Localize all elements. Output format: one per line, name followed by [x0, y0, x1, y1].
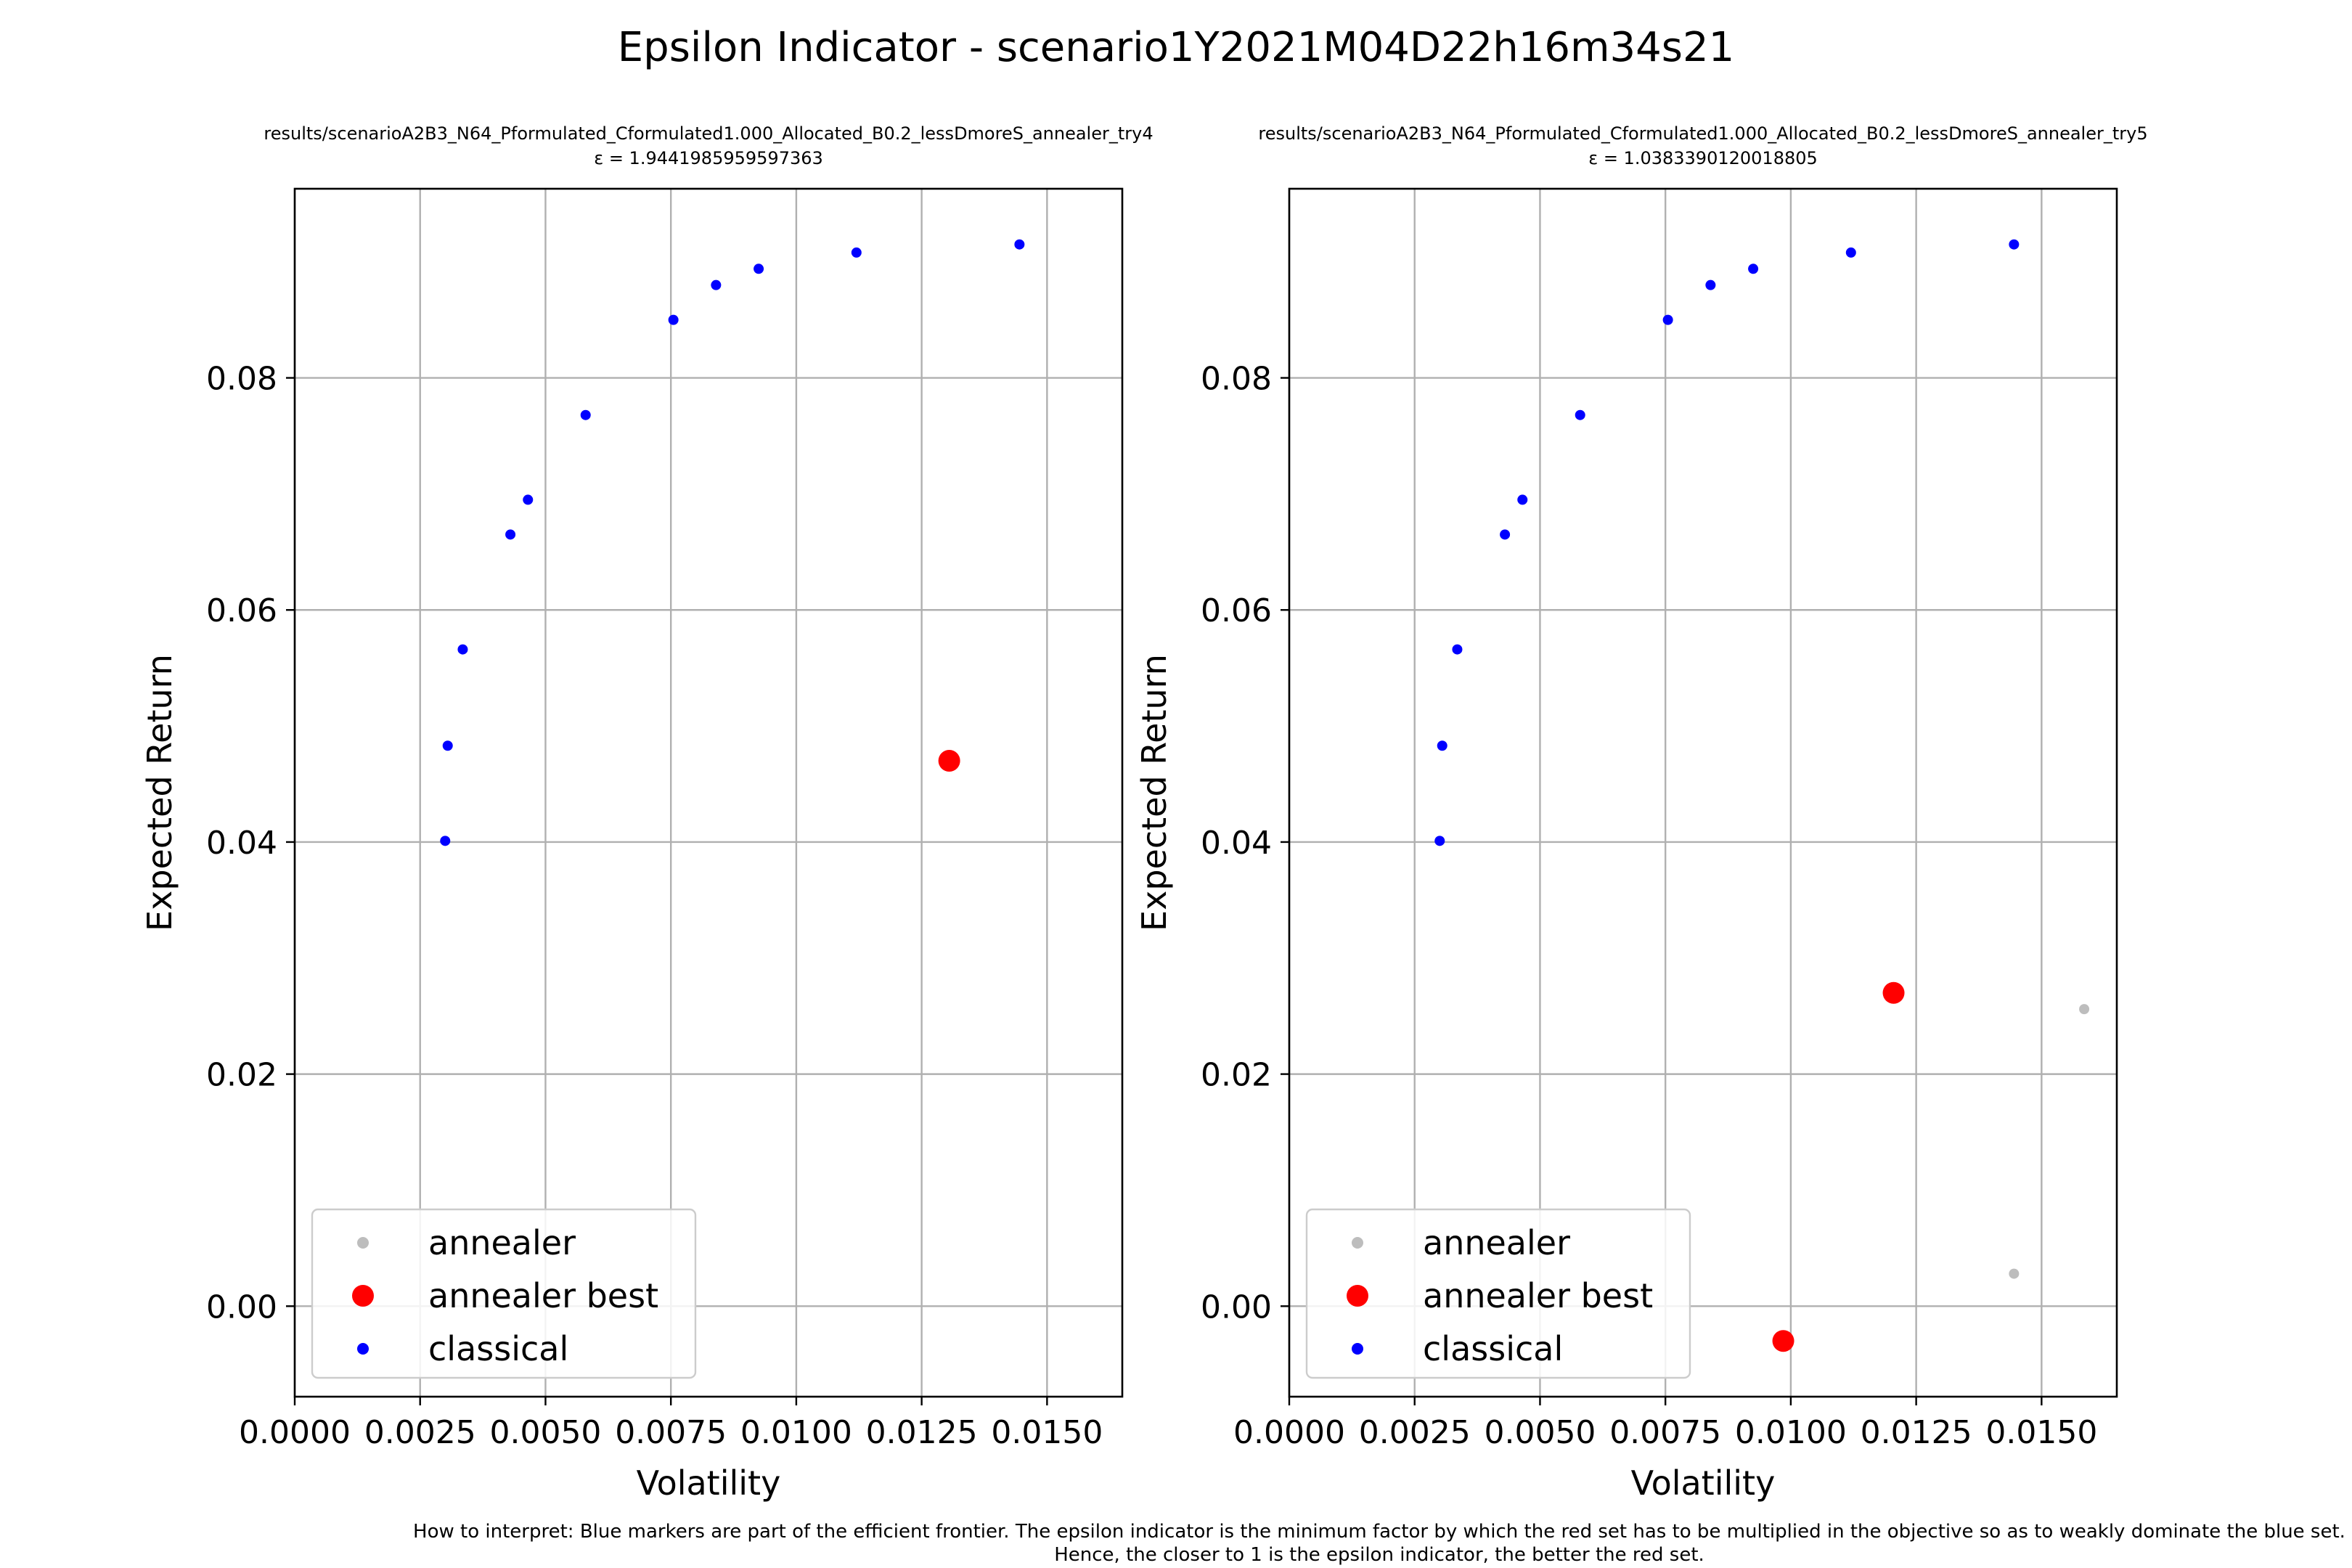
y-tick-label: 0.08 — [206, 361, 277, 398]
classical-point — [711, 279, 722, 290]
classical-point — [457, 644, 468, 655]
classical-point — [1434, 836, 1445, 846]
annealer-best-point — [1882, 981, 1905, 1004]
legend-marker-annealer-best — [1347, 1285, 1368, 1307]
legend-marker-classical — [1352, 1343, 1363, 1355]
classical-point — [1705, 279, 1716, 290]
x-axis-label: Volatility — [637, 1463, 781, 1503]
legend: annealer annealer best classical — [311, 1208, 697, 1379]
y-tick-label: 0.02 — [206, 1057, 277, 1094]
x-tick-label: 0.0075 — [615, 1414, 727, 1451]
y-tick-label: 0.04 — [1201, 825, 1272, 862]
legend: annealer annealer best classical — [1305, 1208, 1691, 1379]
classical-point — [1452, 644, 1463, 655]
classical-point — [1517, 494, 1528, 505]
panel-subtitle: ε = 1.9441985959597363 — [594, 148, 823, 168]
classical-point — [1845, 247, 1856, 258]
y-tick-label: 0.04 — [206, 825, 277, 862]
classical-point — [1500, 529, 1511, 540]
annealer-best-point — [938, 750, 960, 772]
y-axis-label: Expected Return — [140, 654, 179, 931]
annealer-best-point — [1772, 1330, 1794, 1352]
legend-box — [311, 1208, 697, 1379]
figure-suptitle: Epsilon Indicator - scenario1Y2021M04D22… — [618, 24, 1734, 71]
classical-point — [668, 314, 679, 325]
classical-point — [523, 494, 534, 505]
legend-box — [1305, 1208, 1691, 1379]
x-axis-label: Volatility — [1631, 1463, 1776, 1503]
x-tick-label: 0.0000 — [1233, 1414, 1345, 1451]
legend-marker-annealer — [1352, 1237, 1363, 1249]
legend-label-classical: classical — [1423, 1329, 1563, 1368]
classical-point — [580, 409, 591, 420]
x-tick-label: 0.0050 — [489, 1414, 601, 1451]
y-axis-label: Expected Return — [1135, 654, 1174, 931]
panel-title: results/scenarioA2B3_N64_Pformulated_Cfo… — [264, 123, 1153, 144]
x-tick-label: 0.0100 — [1735, 1414, 1847, 1451]
x-tick-label: 0.0100 — [740, 1414, 852, 1451]
classical-point — [2009, 239, 2020, 250]
panel-title: results/scenarioA2B3_N64_Pformulated_Cfo… — [1258, 123, 2147, 144]
classical-point — [1575, 409, 1585, 420]
chart-panel-1: results/scenarioA2B3_N64_Pformulated_Cfo… — [140, 123, 1153, 1503]
legend-marker-classical — [357, 1343, 369, 1355]
classical-point — [442, 740, 453, 751]
classical-point — [851, 247, 862, 258]
footnote-line-2: Hence, the closer to 1 is the epsilon in… — [1054, 1544, 1704, 1566]
annealer-point — [2009, 1268, 2020, 1279]
x-tick-label: 0.0150 — [1985, 1414, 2097, 1451]
classical-point — [440, 836, 451, 846]
y-tick-label: 0.06 — [1201, 592, 1272, 629]
x-tick-label: 0.0125 — [1861, 1414, 1972, 1451]
chart-panel-2: results/scenarioA2B3_N64_Pformulated_Cfo… — [1135, 123, 2148, 1503]
x-tick-label: 0.0125 — [866, 1414, 978, 1451]
x-tick-label: 0.0025 — [364, 1414, 476, 1451]
classical-point — [1662, 314, 1673, 325]
panel-subtitle: ε = 1.0383390120018805 — [1588, 148, 1818, 168]
x-tick-label: 0.0050 — [1484, 1414, 1596, 1451]
y-tick-label: 0.06 — [206, 592, 277, 629]
y-tick-label: 0.08 — [1201, 361, 1272, 398]
plot-frame — [1288, 187, 2118, 1398]
legend-marker-annealer-best — [352, 1285, 374, 1307]
classical-point — [1437, 740, 1447, 751]
legend-label-classical: classical — [428, 1329, 568, 1368]
legend-label-annealer: annealer — [428, 1223, 576, 1262]
y-tick-label: 0.00 — [206, 1289, 277, 1326]
legend-label-annealer-best: annealer best — [1423, 1276, 1653, 1315]
y-tick-label: 0.02 — [1201, 1057, 1272, 1094]
footnote-line-1: How to interpret: Blue markers are part … — [413, 1521, 2345, 1543]
classical-point — [754, 264, 764, 274]
x-tick-label: 0.0000 — [239, 1414, 351, 1451]
x-tick-label: 0.0025 — [1359, 1414, 1471, 1451]
classical-point — [505, 529, 516, 540]
annealer-point — [2079, 1004, 2090, 1015]
x-tick-label: 0.0075 — [1609, 1414, 1721, 1451]
legend-marker-annealer — [357, 1237, 369, 1249]
plot-frame — [293, 187, 1124, 1398]
classical-point — [1014, 239, 1025, 250]
y-tick-label: 0.00 — [1201, 1289, 1272, 1326]
legend-label-annealer-best: annealer best — [428, 1276, 658, 1315]
x-tick-label: 0.0150 — [991, 1414, 1103, 1451]
legend-label-annealer: annealer — [1423, 1223, 1570, 1262]
classical-point — [1748, 264, 1759, 274]
